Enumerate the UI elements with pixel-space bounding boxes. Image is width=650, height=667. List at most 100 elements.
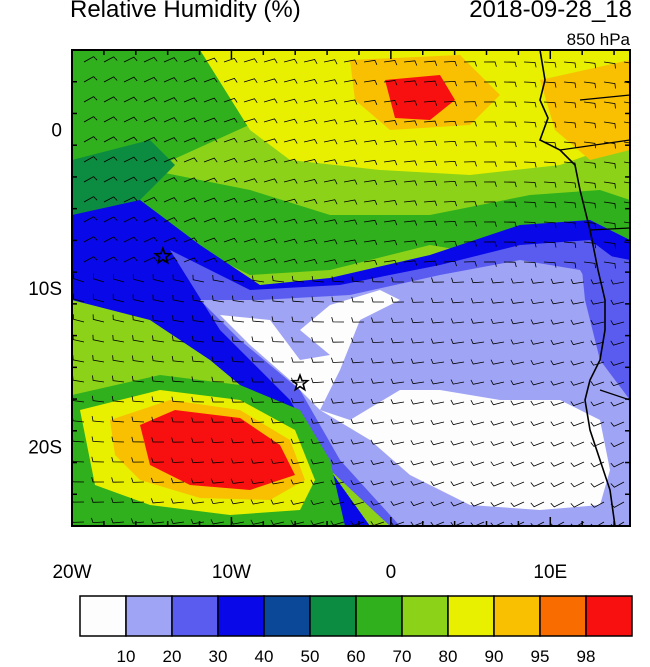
wind-barb <box>103 256 118 263</box>
wind-barb <box>211 315 225 323</box>
wind-barb <box>310 459 325 465</box>
wind-barb <box>211 356 225 363</box>
wind-barb <box>183 217 198 223</box>
wind-barb <box>363 139 378 145</box>
wind-barb <box>112 314 125 323</box>
wind-barb <box>603 201 616 209</box>
wind-barb <box>510 501 525 507</box>
wind-barb <box>203 97 218 103</box>
wind-barb <box>211 396 224 403</box>
wind-barb <box>83 236 98 243</box>
wind-barb <box>563 261 577 268</box>
wind-barb <box>623 101 630 104</box>
wind-barb <box>623 221 630 224</box>
wind-barb <box>263 158 278 164</box>
wind-barb <box>610 381 625 387</box>
wind-barb <box>111 416 125 423</box>
colorbar-label: 98 <box>577 647 596 666</box>
wind-barb <box>383 120 398 126</box>
colorbar-label: 95 <box>531 647 550 666</box>
wind-barb <box>103 176 118 183</box>
wind-barb <box>623 261 630 264</box>
wind-barb <box>490 441 505 446</box>
wind-barb <box>203 197 218 203</box>
colorbar-swatch <box>171 595 219 637</box>
wind-barb <box>203 77 218 83</box>
rh-region-south-red <box>140 410 295 490</box>
wind-barb <box>152 294 165 303</box>
wind-barb <box>343 199 358 205</box>
wind-barb <box>543 141 557 148</box>
wind-barb <box>570 421 585 427</box>
wind-barb <box>343 239 358 245</box>
wind-barb <box>191 356 205 363</box>
wind-barb <box>271 295 285 303</box>
wind-barb <box>343 99 358 105</box>
rh-region-red-north <box>385 75 455 120</box>
wind-barb <box>390 399 405 405</box>
wind-barb <box>263 258 278 264</box>
wind-barb <box>383 80 398 86</box>
wind-barb <box>503 61 517 68</box>
wind-barb <box>310 500 325 506</box>
wind-barb <box>230 499 245 505</box>
wind-barb <box>223 217 238 223</box>
rh-region-green-band <box>72 170 630 330</box>
wind-barb <box>523 121 537 128</box>
wind-barb <box>283 98 298 104</box>
wind-barb <box>112 375 125 383</box>
wind-barb <box>470 420 485 426</box>
wind-barb <box>483 141 497 147</box>
wind-barb <box>510 380 525 386</box>
wind-barb <box>151 416 165 423</box>
wind-barb <box>363 199 378 205</box>
wind-barb <box>170 498 185 504</box>
wind-barb <box>483 241 497 247</box>
wind-barb <box>130 518 145 524</box>
wind-barb <box>270 499 285 505</box>
wind-barb <box>570 401 585 407</box>
lat-tick-label: 0 <box>51 120 62 141</box>
wind-barb <box>483 61 497 67</box>
wind-barb <box>603 81 616 89</box>
wind-barb <box>271 356 285 363</box>
wind-barb <box>311 357 325 363</box>
wind-barb <box>291 357 305 363</box>
wind-barb <box>183 257 198 263</box>
wind-barb <box>123 56 138 63</box>
wind-barb <box>410 378 425 385</box>
wind-barb <box>163 137 178 143</box>
wind-barb <box>483 261 497 267</box>
wind-barb <box>390 480 405 486</box>
wind-barb <box>323 59 338 65</box>
wind-barb <box>343 179 358 185</box>
wind-barb <box>463 141 477 147</box>
wind-barb <box>232 275 245 283</box>
wind-barb <box>523 221 537 228</box>
wind-barb <box>303 139 318 144</box>
wind-barb <box>603 121 616 129</box>
wind-barb <box>471 277 485 284</box>
wind-barb <box>303 259 318 264</box>
wind-barb <box>550 360 565 366</box>
wind-barb <box>570 501 585 508</box>
wind-barb <box>131 477 145 483</box>
wind-barb <box>450 359 465 365</box>
wind-barb <box>143 156 158 163</box>
colorbar-label: 80 <box>439 647 458 666</box>
wind-barb <box>410 460 425 466</box>
wind-barb <box>583 161 597 169</box>
wind-barb <box>311 337 324 343</box>
wind-barb <box>363 259 378 265</box>
wind-barb <box>251 377 264 383</box>
wind-barb <box>370 419 385 425</box>
wind-barb <box>183 137 198 143</box>
lat-tick-label: 20S <box>28 438 62 459</box>
wind-barb <box>131 375 145 383</box>
wind-barb <box>303 119 318 124</box>
map-frame <box>71 49 631 527</box>
wind-barb <box>450 379 465 385</box>
wind-barb <box>371 297 384 303</box>
wind-barb <box>330 500 345 506</box>
wind-barb <box>212 274 225 283</box>
